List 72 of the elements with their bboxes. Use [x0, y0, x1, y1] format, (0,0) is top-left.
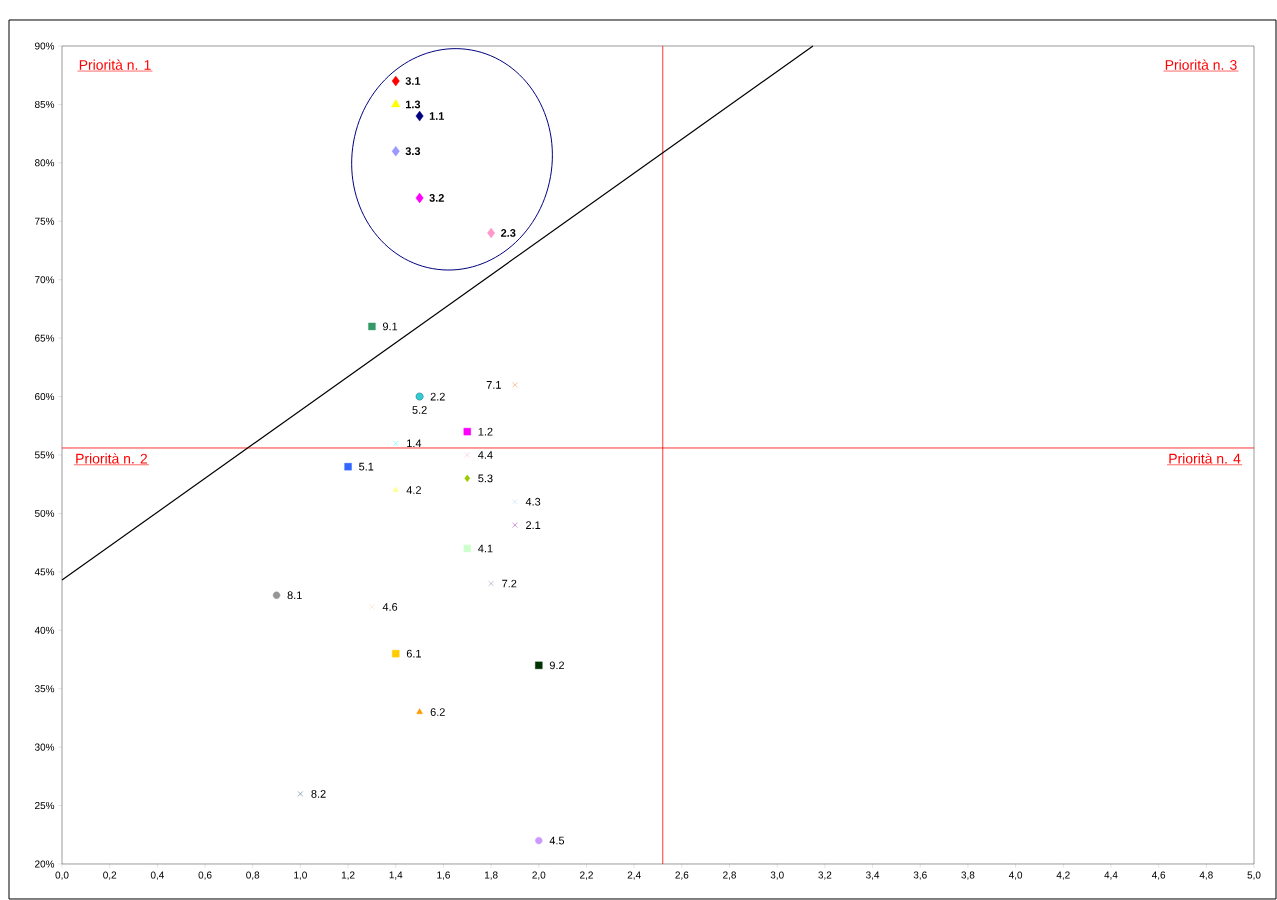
- x-tick-label: 2,2: [580, 871, 593, 880]
- x-tick-label: 0,0: [55, 871, 69, 880]
- x-tick-label: 3,0: [770, 871, 784, 880]
- x-tick-label: 3,8: [961, 871, 975, 880]
- x-tick-label: 0,2: [103, 871, 117, 880]
- y-tick-label: 90%: [35, 42, 55, 50]
- x-tick-label: 4,4: [1104, 871, 1118, 880]
- y-tick-label: 85%: [34, 100, 55, 108]
- y-tick-label: 75%: [35, 217, 55, 225]
- annotation: Priorità n. 3: [1165, 59, 1237, 70]
- series-label: 5.1: [359, 462, 374, 471]
- x-tick-label: 5,0: [1247, 871, 1261, 880]
- x-tick-label: 2,8: [723, 871, 737, 880]
- x-tick-label: 4,8: [1199, 871, 1213, 880]
- series-label: 9.2: [549, 661, 565, 670]
- x-tick-label: 2,4: [627, 871, 641, 880]
- series-label: 6.2: [430, 708, 445, 716]
- series-label: 4.6: [382, 603, 398, 611]
- series-label: 2.1: [526, 521, 541, 529]
- y-tick-label: 60%: [35, 393, 55, 401]
- annotation: Priorità n. 2: [76, 453, 148, 464]
- y-tick-label: 35%: [34, 685, 55, 693]
- annotation: Priorità n. 1: [79, 59, 151, 70]
- series-label: 2.3: [501, 229, 516, 237]
- x-tick-label: 1,8: [484, 871, 498, 880]
- x-tick-label: 3,4: [866, 871, 880, 880]
- y-tick-label: 45%: [34, 568, 55, 576]
- y-tick-label: 70%: [35, 276, 55, 284]
- x-tick-label: 0,8: [246, 871, 260, 880]
- series-label: 2.2: [430, 392, 445, 401]
- x-tick-label: 4,0: [1008, 871, 1023, 880]
- y-tick-label: 55%: [34, 451, 55, 459]
- series-label: 3.2: [429, 194, 444, 202]
- x-tick-label: 3,2: [818, 871, 832, 880]
- y-tick-label: 50%: [34, 509, 55, 517]
- series-label: 8.1: [287, 591, 302, 600]
- series-label: 8.2: [311, 790, 326, 798]
- series-label: 9.1: [382, 322, 398, 331]
- y-tick-label: 40%: [34, 626, 55, 634]
- series-label: 4.3: [525, 497, 541, 506]
- y-tick-label: 65%: [35, 334, 55, 342]
- series-label: 1.3: [405, 100, 421, 109]
- x-tick-label: 0,4: [150, 871, 164, 880]
- x-tick-label: 4,2: [1056, 871, 1070, 880]
- y-tick-label: 80%: [34, 159, 55, 167]
- y-tick-label: 30%: [34, 743, 55, 751]
- x-tick-label: 1,4: [389, 871, 403, 880]
- x-tick-label: 3,6: [913, 871, 927, 880]
- series-label: 1.2: [478, 427, 493, 436]
- series-label: 1.4: [407, 439, 422, 448]
- series-label: 4.2: [406, 486, 421, 494]
- y-tick-label: 20%: [35, 860, 55, 868]
- series-label: 7.1: [486, 381, 501, 389]
- series-label: 7.2: [502, 579, 517, 588]
- x-tick-label: 0,6: [198, 871, 212, 880]
- series-label: 4.4: [478, 451, 493, 459]
- x-tick-label: 4,6: [1151, 871, 1166, 880]
- series-label: 5.2: [412, 406, 427, 414]
- series-label: 3.1: [405, 77, 421, 85]
- series-label: 4.1: [478, 544, 493, 553]
- series-label: 6.1: [406, 649, 421, 658]
- series-label: 1.1: [429, 112, 445, 120]
- x-tick-label: 1,0: [294, 871, 307, 880]
- x-tick-label: 2,6: [675, 871, 689, 880]
- annotation: Priorità n. 4: [1169, 453, 1241, 464]
- x-tick-label: 2,0: [532, 871, 546, 880]
- x-tick-label: 1,2: [341, 871, 355, 880]
- series-label: 3.3: [405, 147, 421, 156]
- y-tick-label: 25%: [35, 802, 55, 810]
- series-label: 5.3: [478, 474, 493, 483]
- x-tick-label: 1,6: [437, 871, 450, 880]
- series-label: 4.5: [549, 836, 565, 845]
